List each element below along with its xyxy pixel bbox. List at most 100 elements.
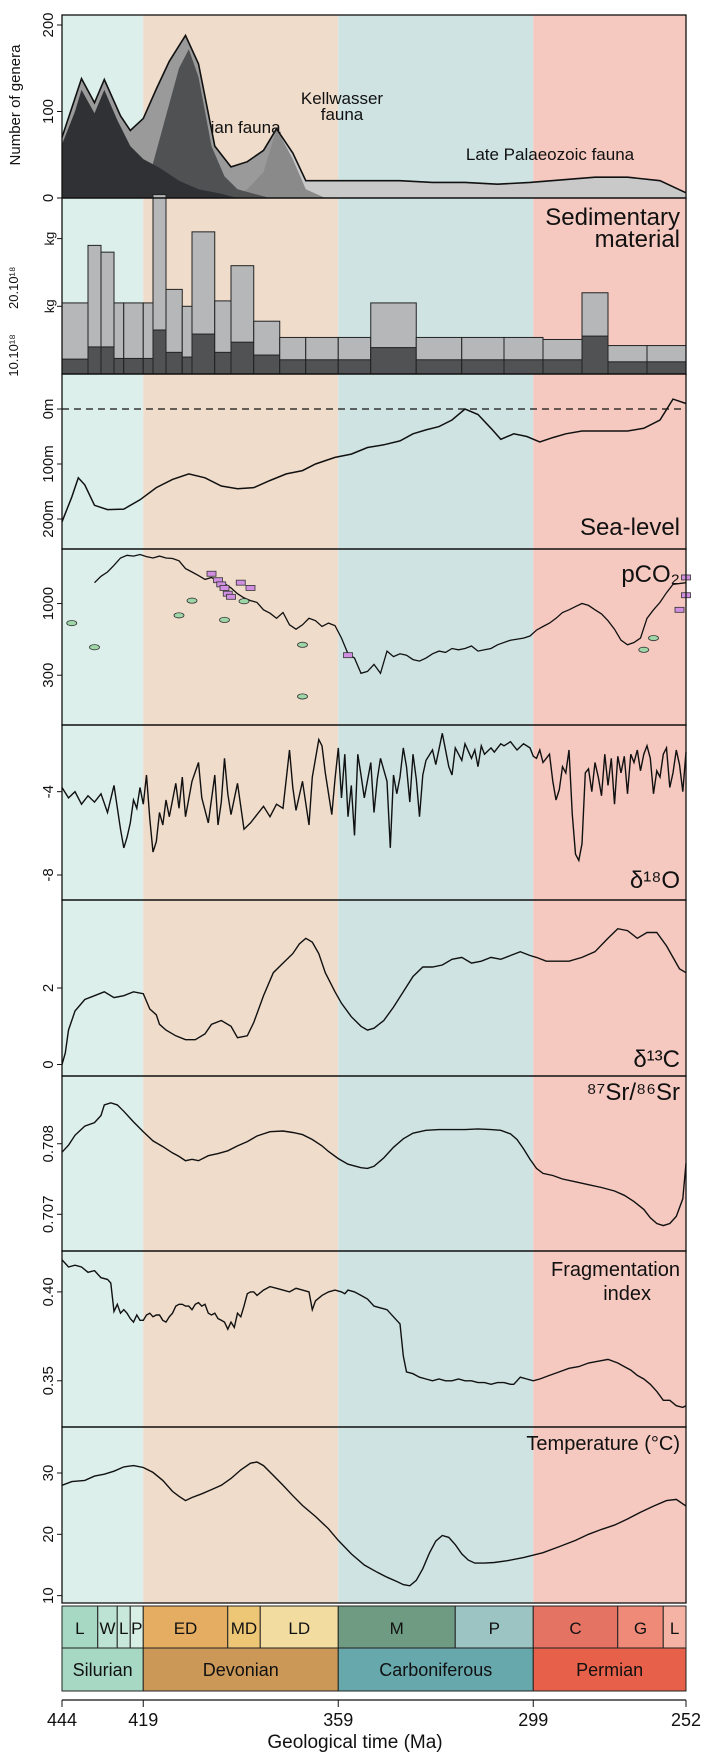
pco2-green-point [186, 597, 198, 604]
period-label-1: Devonian [203, 1660, 279, 1680]
pco2-green-point [638, 646, 650, 653]
x-tick-label: 419 [128, 1710, 158, 1730]
pco2-tick-label: 1000 [40, 587, 57, 620]
sediment-bar-dark-0 [61, 358, 89, 375]
sediment-bar-dark-4 [123, 357, 144, 375]
pco2-tick-label: 300 [40, 663, 57, 688]
pco2-purple-point [219, 585, 230, 591]
pco2-purple-point [674, 606, 685, 613]
sediment-bar-dark-21 [581, 335, 609, 375]
sediment-bar-dark-14 [305, 359, 339, 375]
temperature-title: Temperature (°C) [526, 1433, 680, 1455]
sediment-bar-dark-17 [415, 359, 463, 375]
temperature-tick-label: 30 [40, 1465, 57, 1482]
epoch-box-6 [259, 1605, 339, 1649]
period-box-2 [337, 1647, 534, 1692]
sediment-bar-dark-1 [87, 346, 102, 375]
panel-frame-temp [61, 1426, 687, 1604]
diversity-tick-label: 0 [40, 194, 57, 202]
temperature-tick-label: 10 [40, 1587, 57, 1604]
epoch-label-2: L [119, 1619, 128, 1638]
panel-strontium: ⁸⁷Sr/⁸⁶Sr [587, 1079, 680, 1106]
sediment-unit-label: kg [42, 299, 57, 313]
pco2-green-point [297, 641, 308, 648]
devonian-fauna-area [143, 49, 270, 199]
epoch-box-0 [61, 1605, 99, 1649]
panel-d18o: δ¹⁸O [630, 867, 680, 894]
d13c-line [61, 927, 687, 1065]
pco2-purple-point [226, 593, 236, 600]
panel-d13c: δ¹³C [633, 1046, 680, 1073]
epoch-label-3: P [131, 1619, 142, 1638]
sea-level-tick-label: 200m [40, 500, 57, 538]
fragmentation-line [61, 1259, 687, 1409]
pco2-green-point [648, 635, 659, 642]
sediment-bar-dark-13 [279, 359, 307, 375]
sea-level-tick-label: 0m [40, 399, 57, 420]
era-background-2 [338, 15, 534, 1603]
sediment-bar-dark-3 [113, 357, 125, 375]
epoch-label-8: P [489, 1619, 500, 1638]
strontium-title: ⁸⁷Sr/⁸⁶Sr [587, 1079, 680, 1106]
panel-pco2: pCO₂ [621, 561, 680, 588]
d18o-title: δ¹⁸O [630, 867, 680, 894]
period-label-0: Silurian [73, 1660, 133, 1680]
x-tick-label: 359 [323, 1710, 353, 1730]
early-fauna-area [62, 89, 238, 198]
pco2-purple-point [245, 585, 256, 591]
x-axis: Geological time (Ma) 444 419 359 299 252 [47, 1699, 701, 1753]
d13c-title: δ¹³C [633, 1046, 680, 1073]
panel-frames [61, 14, 687, 1604]
sediment-bar-dark-18 [461, 359, 505, 375]
d13c-tick-label: 2 [40, 984, 57, 992]
epoch-label-1: W [99, 1619, 115, 1638]
kellwasser-label-line1: Kellwasser [301, 89, 384, 108]
sediment-bar-dark-15 [337, 359, 372, 375]
x-axis-label: Geological time (Ma) [267, 1732, 442, 1753]
sediment-bar-dark-10 [214, 351, 232, 375]
strontium-tick-label: 0.708 [40, 1125, 57, 1163]
fragmentation-tick-label: 0.40 [40, 1277, 57, 1306]
sediment-bar-dark-9 [191, 333, 216, 375]
sea-level-title: Sea-level [580, 514, 680, 541]
period-box-3 [532, 1647, 687, 1692]
sediment-value-label: 10.10¹⁸ [6, 334, 21, 376]
d18o-line [61, 733, 687, 863]
epoch-label-9: C [569, 1619, 581, 1638]
pco2-title: pCO₂ [621, 561, 680, 588]
sediment-unit-label: kg [42, 232, 57, 246]
pco2-green-point [89, 644, 100, 651]
pco2-line [94, 553, 687, 675]
epoch-box-7 [337, 1605, 456, 1649]
diversity-total-line [61, 33, 687, 194]
fragmentation-title-line2: index [603, 1283, 651, 1305]
d18o-tick-label: -8 [40, 868, 57, 881]
kellwasser-label-line2: fauna [321, 105, 364, 124]
sediment-bar-dark-12 [253, 354, 281, 375]
plot-layer: 0m100m200m3001000-4-8020.7070.7080.350.4… [40, 33, 691, 1604]
x-tick-label: 252 [671, 1710, 701, 1730]
sediment-bar-dark-23 [646, 361, 687, 375]
sedimentary-title-line2: material [595, 226, 680, 253]
late-palaeozoic-fauna-label: Late Palaeozoic fauna [466, 145, 635, 164]
sea-level-line [61, 398, 687, 523]
sedimentary-title-line1: Sedimentary [545, 204, 680, 231]
sediment-bar-dark-19 [503, 359, 544, 375]
period-label-2: Carboniferous [379, 1660, 492, 1680]
diversity-y-ticks: 0 100 200 [40, 12, 62, 202]
diversity-tick-label: 100 [40, 99, 57, 124]
pco2-green-point [238, 598, 250, 605]
sediment-y-labels: kg 10.10¹⁸ kg 20.10¹⁸ [6, 232, 62, 377]
diversity-total-area [62, 35, 686, 199]
sediment-bar-dark-11 [230, 341, 255, 375]
sediment-bar-dark-16 [370, 347, 417, 375]
pco2-green-point [173, 612, 185, 619]
epoch-label-7: M [390, 1619, 404, 1638]
